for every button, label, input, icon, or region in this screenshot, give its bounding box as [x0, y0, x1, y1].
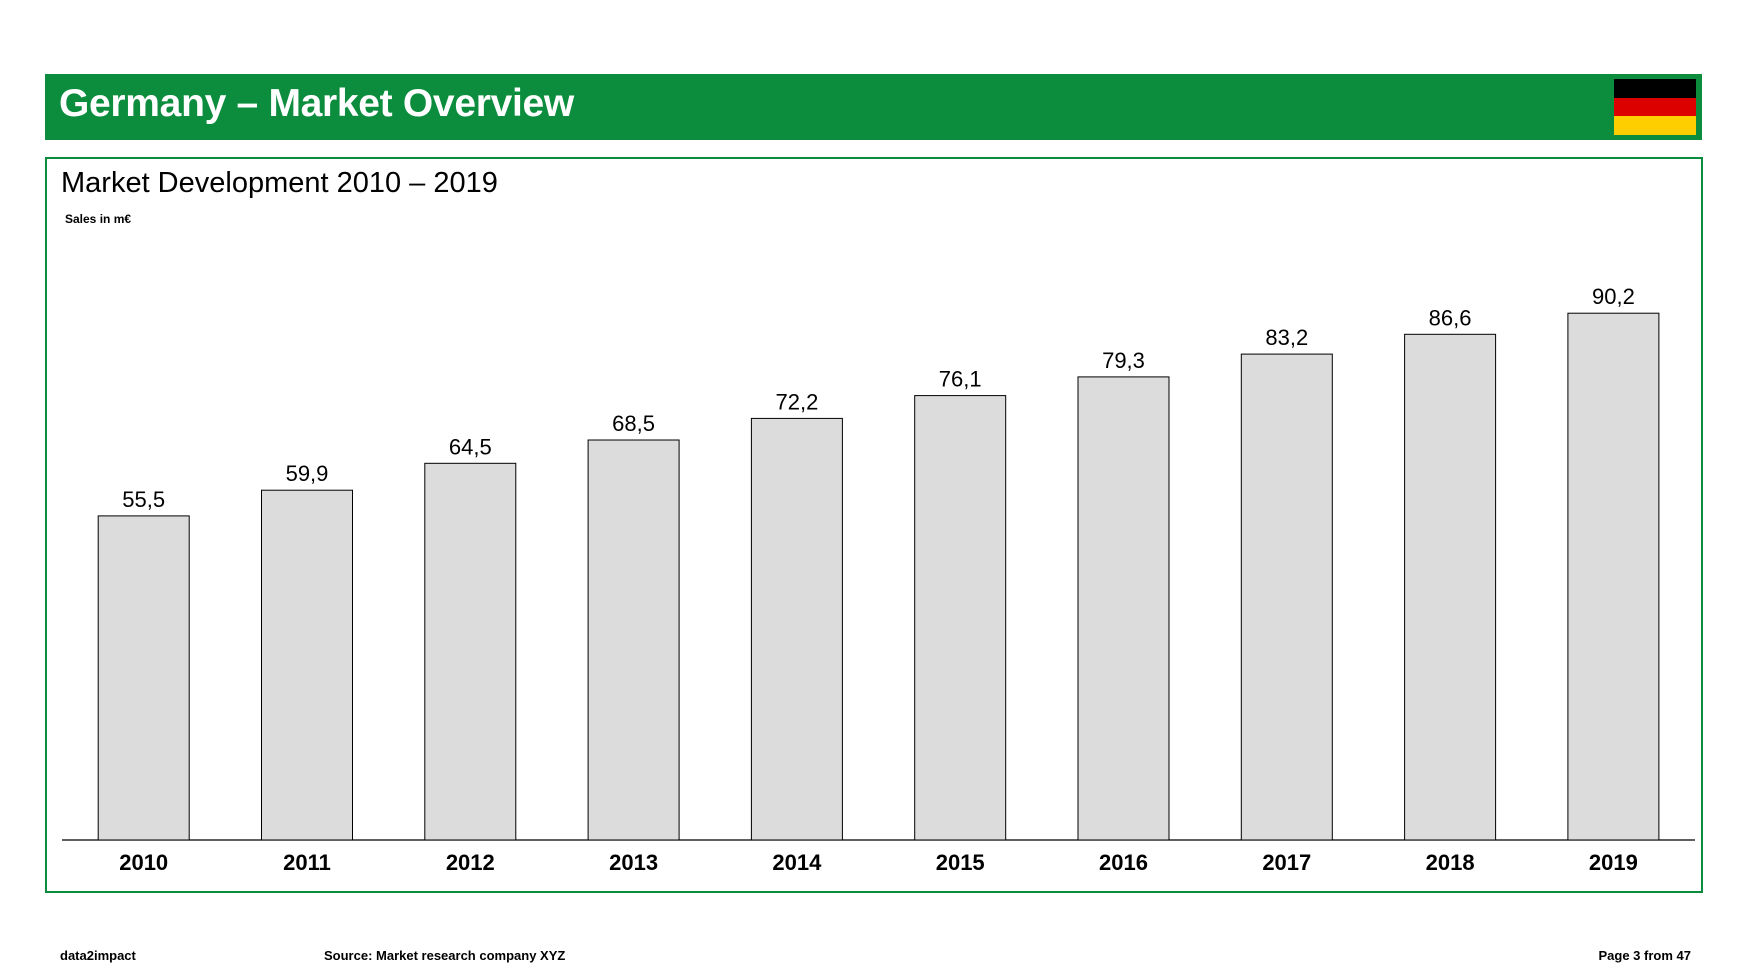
- value-label-2018: 86,6: [1429, 305, 1472, 330]
- footer-page-number: Page 3 from 47: [1598, 948, 1692, 963]
- value-label-2015: 76,1: [939, 367, 982, 392]
- bar-2012: [424, 462, 517, 841]
- bar-2013: [587, 439, 680, 841]
- bar-2017: [1240, 353, 1333, 841]
- bar-chart: 55,5 2010 59,9 2011 64,5 2012 68,5 2013 72,2 2014…: [62, 284, 1695, 875]
- tick-label-2019: 2019: [1589, 850, 1638, 875]
- germany-flag-icon: [1614, 79, 1696, 135]
- page-title: Germany – Market Overview: [59, 82, 574, 125]
- bar-2016: [1077, 376, 1170, 841]
- bar-2015: [914, 395, 1007, 841]
- value-label-2011: 59,9: [286, 461, 329, 486]
- tick-label-2017: 2017: [1262, 850, 1311, 875]
- tick-label-2015: 2015: [936, 850, 985, 875]
- tick-label-2012: 2012: [446, 850, 495, 875]
- bar-2018: [1404, 333, 1497, 841]
- flag-stripe-gold: [1614, 116, 1696, 135]
- tick-label-2011: 2011: [283, 850, 331, 875]
- value-label-2012: 64,5: [449, 434, 492, 459]
- footer-source: Source: Market research company XYZ: [324, 948, 566, 963]
- chart-panel: Market Development 2010 – 2019 Sales in …: [45, 157, 1703, 893]
- tick-label-2010: 2010: [119, 850, 168, 875]
- bar-2011: [261, 489, 353, 841]
- footer-brand: data2impact: [60, 948, 136, 963]
- tick-label-2016: 2016: [1099, 850, 1148, 875]
- bar-2019: [1567, 312, 1660, 841]
- tick-label-2014: 2014: [772, 850, 822, 875]
- value-label-2019: 90,2: [1592, 284, 1635, 309]
- value-label-2016: 79,3: [1102, 348, 1145, 373]
- value-label-2013: 68,5: [612, 411, 655, 436]
- value-label-2010: 55,5: [122, 487, 165, 512]
- header-bar: Germany – Market Overview: [45, 74, 1702, 140]
- value-label-2014: 72,2: [775, 389, 818, 414]
- bar-2010: [97, 515, 190, 841]
- bar-2014: [750, 417, 843, 841]
- flag-stripe-red: [1614, 97, 1696, 117]
- chart-title: Market Development 2010 – 2019: [61, 167, 498, 199]
- chart-unit-label: Sales in m€: [65, 212, 132, 226]
- tick-label-2018: 2018: [1426, 850, 1475, 875]
- tick-label-2013: 2013: [609, 850, 658, 875]
- value-label-2017: 83,2: [1265, 325, 1308, 350]
- flag-stripe-black: [1614, 79, 1696, 98]
